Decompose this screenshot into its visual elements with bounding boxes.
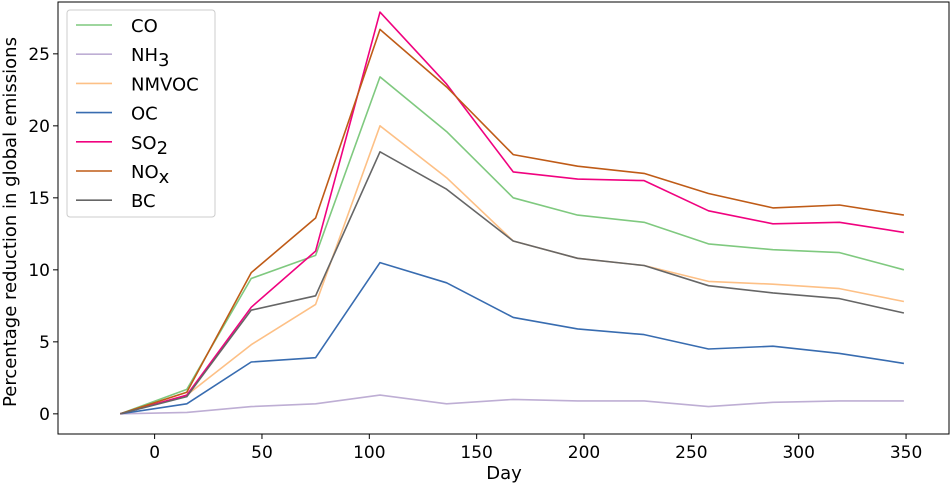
legend-label: NH3	[131, 45, 169, 71]
series-layer	[120, 11, 905, 415]
legend-label: NOx	[131, 162, 170, 188]
y-tick-label: 0	[39, 405, 50, 425]
x-tick-label: 150	[460, 443, 492, 463]
x-axis-ticks: 0 50 100 150 200 250 300 350	[149, 434, 922, 463]
legend-label: CO	[131, 16, 158, 37]
x-tick-label: 250	[675, 443, 707, 463]
y-tick-label: 10	[28, 261, 50, 281]
y-axis-label: Percentage reduction in global emissions	[0, 37, 21, 407]
legend-entry: NH3	[76, 45, 169, 71]
legend-label: SO2	[131, 133, 168, 159]
legend-label-base: SO	[131, 133, 157, 154]
legend-entry: SO2	[76, 133, 168, 159]
legend-label-subscript: 2	[157, 138, 168, 159]
legend-entry: CO	[76, 16, 158, 37]
series-line-co	[120, 76, 905, 415]
x-tick-label: 300	[782, 443, 814, 463]
series-line-bc	[120, 151, 905, 415]
series-line-nh3	[120, 394, 904, 415]
y-tick-label: 25	[28, 45, 50, 65]
plot-border	[57, 1, 950, 435]
legend-box	[66, 9, 216, 218]
series-line-oc	[120, 261, 905, 415]
x-tick-label: 200	[568, 443, 600, 463]
legend-entry: OC	[76, 104, 158, 125]
x-tick-label: 350	[890, 443, 922, 463]
x-tick-label: 0	[149, 443, 160, 463]
legend-label: NMVOC	[131, 74, 199, 95]
legend-entry: BC	[76, 191, 156, 212]
series-line-so2	[120, 11, 905, 415]
plot-frame	[57, 1, 950, 435]
legend-entry: NMVOC	[76, 74, 199, 95]
legend-entry: NOx	[76, 162, 170, 188]
legend-label-base: NO	[131, 162, 159, 183]
x-tick-label: 100	[353, 443, 385, 463]
x-axis-label: Day	[486, 463, 522, 484]
y-axis-ticks: 0 5 10 15 20 25	[28, 45, 58, 425]
legend-label: BC	[131, 191, 156, 212]
legend-label-subscript: x	[159, 167, 170, 188]
series-line-nox	[120, 28, 905, 415]
legend-label-subscript: 3	[158, 50, 169, 71]
x-tick-label: 50	[251, 443, 273, 463]
y-tick-label: 15	[28, 189, 50, 209]
legend-label-base: NH	[131, 45, 158, 66]
legend-label: OC	[131, 104, 158, 125]
y-tick-label: 5	[39, 333, 50, 353]
y-tick-label: 20	[28, 117, 50, 137]
